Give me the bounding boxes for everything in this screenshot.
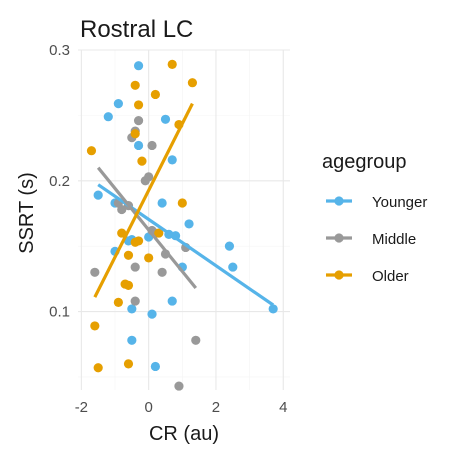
chart-title: Rostral LC [80, 16, 193, 43]
legend-label: Middle [372, 231, 416, 248]
data-point [177, 198, 187, 208]
data-point [133, 61, 144, 71]
y-tick-label: 0.3 [49, 42, 70, 59]
tick-labels: -2 0 2 4 0.1 0.2 0.3 [49, 42, 287, 416]
y-axis-title: SSRT (s) [16, 172, 38, 254]
data-point [167, 59, 177, 69]
data-point [127, 304, 137, 314]
data-point [150, 361, 160, 372]
data-point [133, 116, 144, 126]
data-point [224, 241, 235, 251]
x-axis-title: CR (au) [149, 423, 219, 445]
data-point [187, 78, 198, 88]
x-tick-label: 0 [144, 399, 152, 416]
data-point [130, 80, 140, 90]
data-point [127, 335, 137, 345]
data-point [117, 204, 127, 215]
data-point [150, 89, 160, 100]
data-point [130, 296, 140, 306]
fit-lines [93, 102, 275, 307]
data-point [93, 363, 103, 373]
legend-label: Older [372, 268, 409, 285]
legend-label: Younger [372, 194, 427, 211]
data-point [184, 219, 194, 229]
data-point [113, 99, 123, 109]
y-tick-label: 0.1 [49, 304, 70, 321]
data-point [123, 250, 134, 260]
x-tick-label: 4 [279, 399, 287, 416]
data-point [167, 155, 177, 165]
data-point [123, 280, 134, 290]
legend-key-point [334, 196, 344, 206]
data-point [160, 114, 171, 124]
legend-item: Middle [326, 231, 416, 248]
data-point [90, 267, 100, 277]
x-tick-label: -2 [75, 399, 88, 416]
data-point [93, 190, 103, 200]
data-point [154, 228, 164, 238]
data-point [130, 262, 140, 272]
data-point [130, 237, 140, 247]
data-point [123, 359, 134, 369]
fit-line [93, 102, 194, 298]
grid [78, 49, 290, 390]
data-point [167, 296, 177, 306]
data-point [133, 100, 144, 110]
data-point [113, 297, 123, 307]
legend-item: Older [326, 268, 409, 285]
data-point [147, 140, 157, 151]
legend-items: Younger Middle Older [326, 194, 427, 285]
data-point [157, 267, 167, 277]
y-tick-label: 0.2 [49, 173, 70, 190]
fit-line [96, 166, 198, 290]
data-point [157, 198, 167, 208]
data-point [228, 262, 238, 272]
data-point [130, 129, 140, 139]
legend-key-point [334, 233, 344, 243]
data-point [133, 140, 144, 151]
data-point [268, 304, 278, 314]
data-point [191, 335, 201, 345]
data-point [117, 228, 127, 238]
legend: agegroup Younger Middle Older [322, 151, 427, 285]
legend-title: agegroup [322, 151, 407, 173]
data-point [147, 309, 157, 319]
data-point [86, 146, 97, 156]
data-point [144, 172, 154, 182]
legend-item: Younger [326, 194, 427, 211]
data-point [103, 112, 113, 122]
data-point [90, 321, 100, 331]
data-point [144, 253, 154, 263]
x-tick-label: 2 [212, 399, 220, 416]
data-point [137, 156, 147, 166]
data-point [174, 381, 184, 391]
legend-key-point [334, 270, 344, 280]
